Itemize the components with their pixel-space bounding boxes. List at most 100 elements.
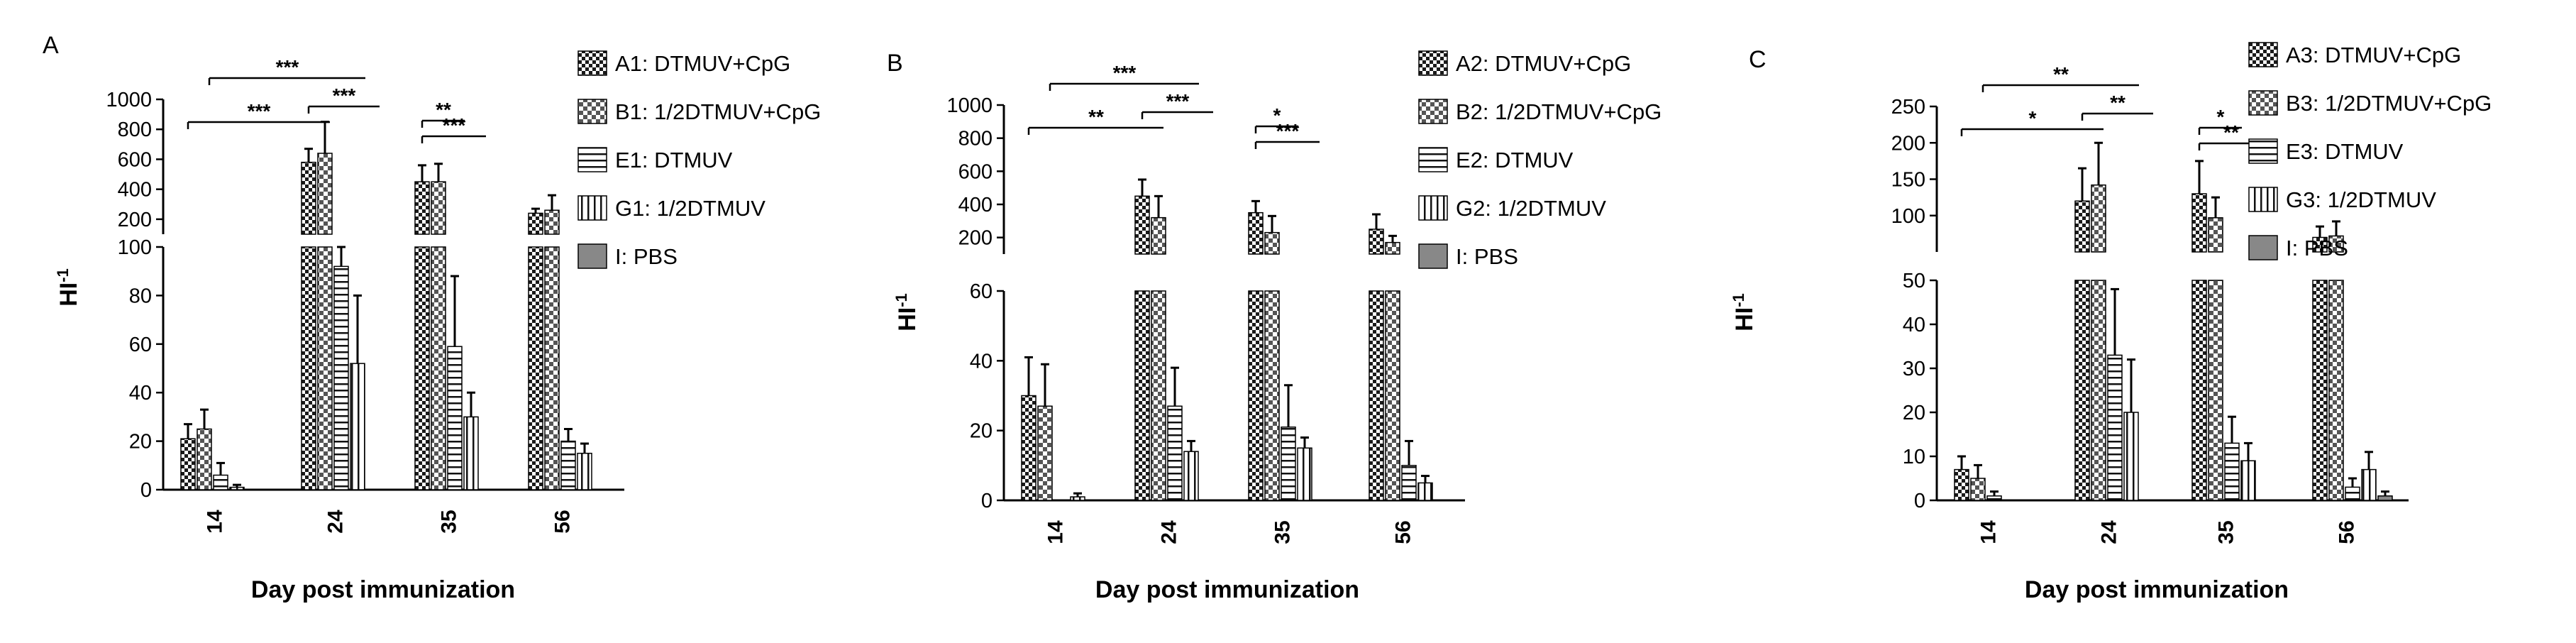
y-tick-label: 800: [958, 128, 993, 150]
legend-label: E2: DTMUV: [1456, 148, 1574, 172]
y-axis-label-sup: -1: [1730, 293, 1747, 307]
y-axis-label: HI-1: [1730, 293, 1758, 331]
bar: [213, 474, 228, 490]
bar: [1070, 496, 1085, 501]
significance-label: **: [436, 99, 451, 121]
legend-label: G3: 1/2DTMUV: [2286, 187, 2436, 212]
bar: [180, 438, 196, 490]
y-axis-label-sup: -1: [54, 268, 72, 282]
legend-label: B1: 1/2DTMUV+CpG: [615, 99, 821, 124]
significance-label: *: [2029, 107, 2037, 129]
legend-label: B3: 1/2DTMUV+CpG: [2286, 91, 2492, 116]
x-tick-label: 56: [1392, 520, 1415, 544]
legend-label: A3: DTMUV+CpG: [2286, 43, 2461, 67]
x-axis-label: Day post immunization: [251, 576, 515, 603]
legend-swatch: [1418, 195, 1448, 221]
bar: [2224, 442, 2240, 501]
chart-panel-A: A 0 20 40 60 80 100 200 400 600 800 1000 HI-1 Day pos…: [43, 32, 821, 603]
y-tick-label: 400: [958, 194, 993, 216]
bar-lower: [2191, 280, 2207, 501]
bar-lower: [414, 246, 430, 490]
bar: [1954, 468, 1969, 501]
y-tick-label: 100: [118, 236, 152, 259]
bar: [333, 265, 349, 490]
y-tick-label: 100: [1891, 205, 1925, 228]
significance-label: **: [2110, 92, 2126, 114]
bar: [2123, 412, 2139, 501]
y-tick-label: 250: [1891, 96, 1925, 119]
significance-label: **: [2223, 121, 2239, 143]
legend-swatch: [1418, 50, 1448, 76]
legend-label: I: PBS: [1456, 244, 1518, 269]
bar: [1369, 229, 1384, 255]
bar-lower: [1248, 290, 1264, 501]
bar-lower: [1134, 290, 1150, 501]
bar: [544, 209, 560, 235]
legend-label: B2: 1/2DTMUV+CpG: [1456, 99, 1662, 124]
bar-lower: [1151, 290, 1166, 501]
y-tick-label: 10: [1903, 446, 1925, 468]
bar-lower: [2312, 280, 2328, 501]
y-tick-label: 80: [129, 285, 152, 307]
significance-label: *: [2217, 106, 2225, 128]
y-tick-label: 60: [129, 334, 152, 356]
significance-label: ***: [1276, 120, 1300, 142]
legend-swatch: [1418, 99, 1448, 124]
y-tick-label: 1000: [106, 89, 152, 111]
y-tick-label: 600: [118, 148, 152, 171]
bar: [1134, 195, 1150, 255]
x-tick-label: 24: [2098, 520, 2121, 544]
legend-label: G2: 1/2DTMUV: [1456, 196, 1606, 221]
x-tick-label: 14: [1977, 520, 2001, 544]
chart-panel-C: C 0 10 20 30 40 50 100 150 200 250 HI-1 Day post imm…: [1730, 42, 2492, 603]
bar: [350, 363, 365, 490]
bar-lower: [1369, 290, 1384, 501]
bar: [1264, 231, 1280, 255]
legend-swatch: [577, 99, 607, 124]
x-axis-label: Day post immunization: [2025, 576, 2289, 603]
bar-lower: [2091, 280, 2106, 501]
legend-swatch: [2248, 187, 2278, 212]
bar: [317, 153, 333, 235]
significance-label: ***: [1166, 90, 1190, 112]
bar: [1183, 451, 1199, 501]
bar: [463, 416, 479, 490]
legend-label: A2: DTMUV+CpG: [1456, 51, 1631, 76]
bar: [1297, 447, 1312, 501]
x-axis-label: Day post immunization: [1095, 576, 1359, 603]
y-tick-label: 0: [1914, 490, 1925, 512]
y-tick-label: 1000: [946, 94, 993, 117]
significance-label: ***: [443, 114, 466, 136]
bar: [2074, 200, 2090, 253]
bar: [301, 161, 316, 235]
legend-swatch: [577, 195, 607, 221]
y-axis-label: HI-1: [54, 268, 82, 307]
y-tick-label: 20: [1903, 402, 1925, 424]
legend-swatch: [577, 147, 607, 172]
bar: [577, 452, 592, 490]
bar: [229, 486, 245, 490]
y-tick-label: 20: [970, 420, 993, 443]
y-axis-label-text: HI: [1731, 307, 1758, 331]
bar: [1037, 405, 1053, 501]
x-tick-label: 56: [551, 510, 575, 533]
y-axis-label-text: HI: [55, 282, 82, 307]
significance-label: ***: [248, 100, 271, 122]
legend-label: E1: DTMUV: [615, 148, 733, 172]
legend-swatch: [2248, 138, 2278, 164]
bar-lower: [2208, 280, 2223, 501]
bar: [2107, 354, 2123, 501]
x-tick-label: 24: [324, 510, 348, 534]
x-tick-label: 14: [1044, 520, 1068, 544]
y-tick-label: 200: [1891, 132, 1925, 155]
panel-label: B: [887, 50, 903, 77]
bar-lower: [544, 246, 560, 490]
y-tick-label: 200: [118, 209, 152, 231]
bar-lower: [431, 246, 446, 490]
x-tick-label: 35: [2215, 520, 2238, 544]
y-tick-label: 200: [958, 227, 993, 250]
bar-lower: [301, 246, 316, 490]
y-tick-label: 150: [1891, 169, 1925, 192]
bar: [1248, 211, 1264, 255]
